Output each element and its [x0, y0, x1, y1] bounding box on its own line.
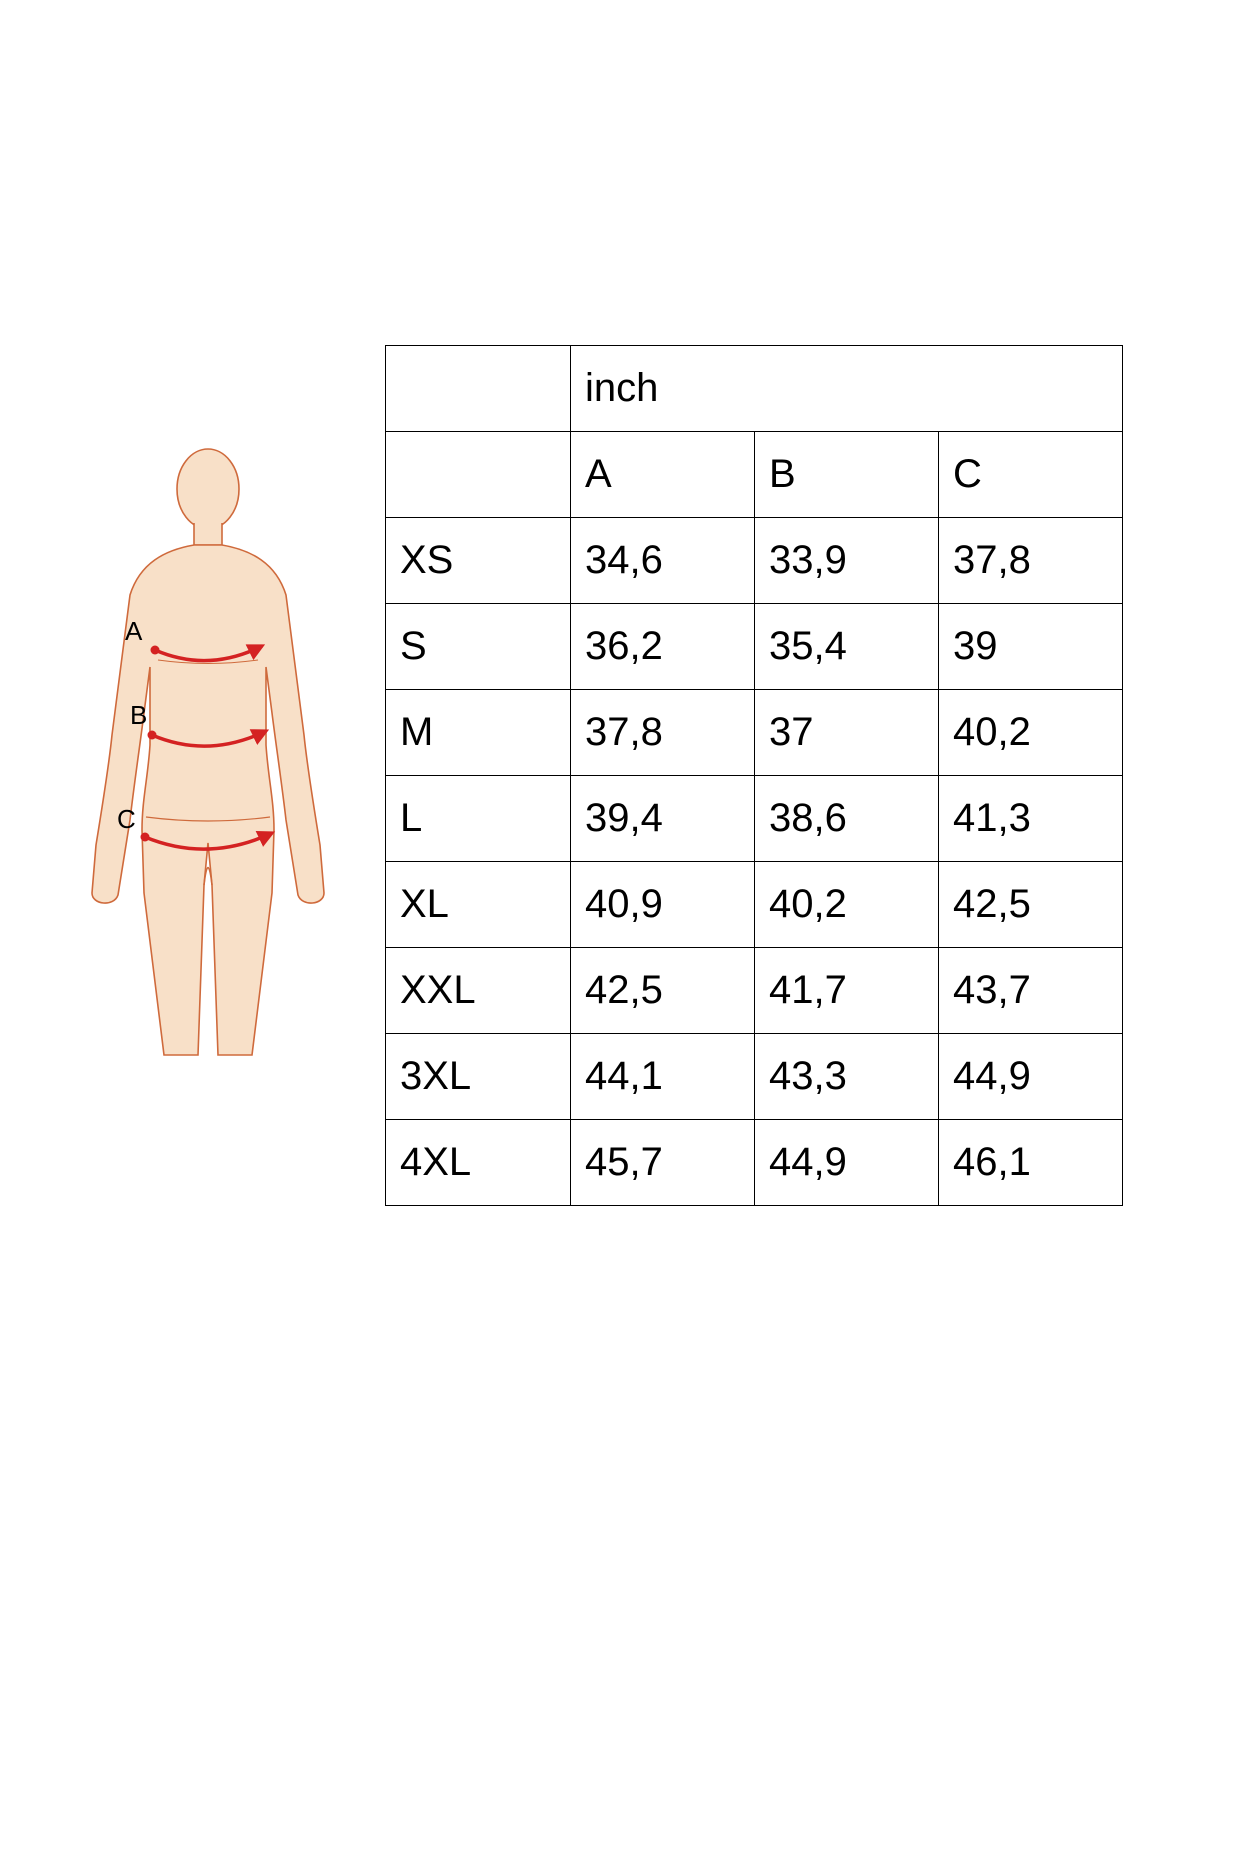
value-cell: 40,2	[755, 862, 939, 948]
value-cell: 40,9	[571, 862, 755, 948]
value-cell: 41,3	[939, 776, 1123, 862]
header-blank	[386, 432, 571, 518]
value-cell: 37,8	[939, 518, 1123, 604]
col-header-b: B	[755, 432, 939, 518]
size-cell: L	[386, 776, 571, 862]
header-row: A B C	[386, 432, 1123, 518]
figure-label-b: B	[130, 700, 147, 730]
col-header-c: C	[939, 432, 1123, 518]
table-row: 4XL45,744,946,1	[386, 1120, 1123, 1206]
figure-label-c: C	[117, 804, 136, 834]
value-cell: 43,3	[755, 1034, 939, 1120]
value-cell: 45,7	[571, 1120, 755, 1206]
size-cell: XXL	[386, 948, 571, 1034]
value-cell: 42,5	[571, 948, 755, 1034]
size-cell: S	[386, 604, 571, 690]
value-cell: 39	[939, 604, 1123, 690]
table-row: 3XL44,143,344,9	[386, 1034, 1123, 1120]
value-cell: 38,6	[755, 776, 939, 862]
value-cell: 44,9	[939, 1034, 1123, 1120]
table-row: XL40,940,242,5	[386, 862, 1123, 948]
value-cell: 37	[755, 690, 939, 776]
value-cell: 33,9	[755, 518, 939, 604]
figure-neck	[194, 523, 222, 545]
size-cell: M	[386, 690, 571, 776]
size-chart-table: inch A B C XS34,633,937,8S36,235,439M37,…	[385, 345, 1123, 1206]
table-row: XXL42,541,743,7	[386, 948, 1123, 1034]
value-cell: 40,2	[939, 690, 1123, 776]
figure-label-a: A	[125, 616, 143, 646]
body-measurement-figure: A B C	[70, 445, 350, 1065]
value-cell: 42,5	[939, 862, 1123, 948]
size-cell: XS	[386, 518, 571, 604]
value-cell: 41,7	[755, 948, 939, 1034]
value-cell: 46,1	[939, 1120, 1123, 1206]
value-cell: 35,4	[755, 604, 939, 690]
size-cell: XL	[386, 862, 571, 948]
unit-row: inch	[386, 346, 1123, 432]
figure-head	[177, 449, 239, 529]
value-cell: 44,1	[571, 1034, 755, 1120]
value-cell: 36,2	[571, 604, 755, 690]
value-cell: 39,4	[571, 776, 755, 862]
value-cell: 34,6	[571, 518, 755, 604]
value-cell: 43,7	[939, 948, 1123, 1034]
value-cell: 37,8	[571, 690, 755, 776]
table-row: S36,235,439	[386, 604, 1123, 690]
unit-row-blank	[386, 346, 571, 432]
col-header-a: A	[571, 432, 755, 518]
table-row: M37,83740,2	[386, 690, 1123, 776]
value-cell: 44,9	[755, 1120, 939, 1206]
unit-label: inch	[571, 346, 1123, 432]
table-row: L39,438,641,3	[386, 776, 1123, 862]
table-row: XS34,633,937,8	[386, 518, 1123, 604]
size-cell: 3XL	[386, 1034, 571, 1120]
size-cell: 4XL	[386, 1120, 571, 1206]
